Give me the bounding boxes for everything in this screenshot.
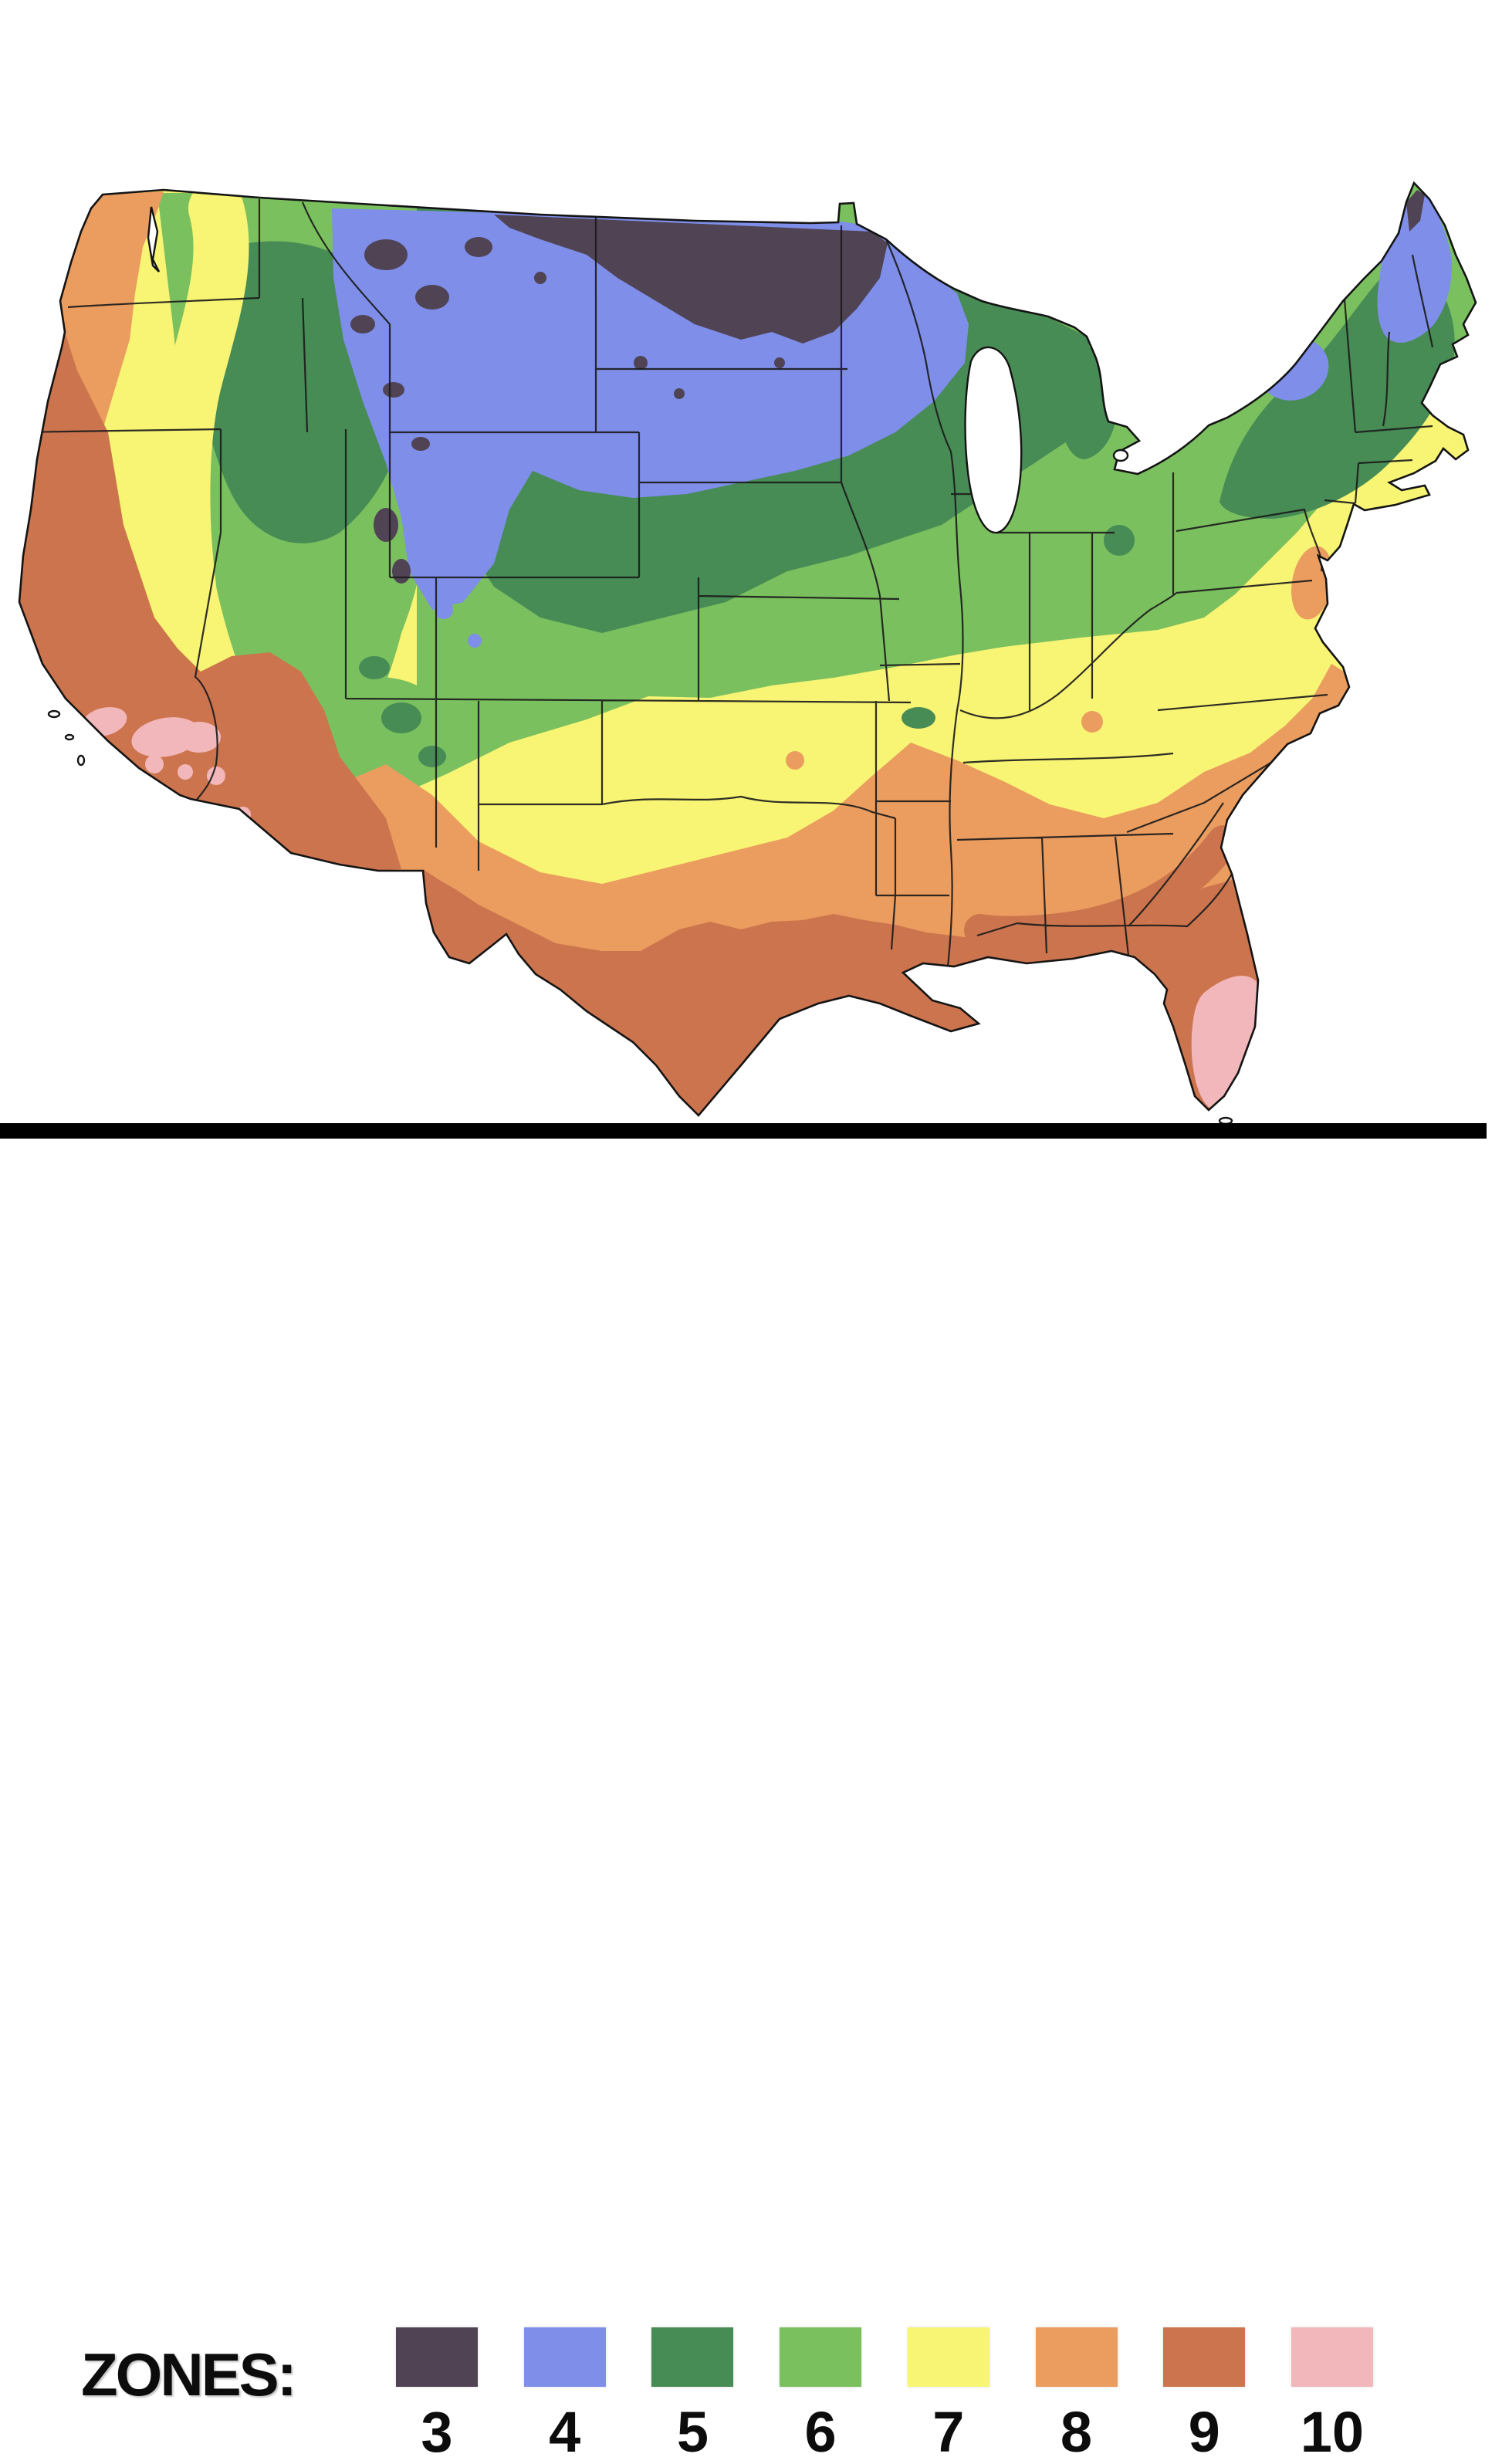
divider-bar xyxy=(0,1123,1487,1139)
legend-item-zone-6: 6 xyxy=(779,2327,862,2461)
legend: ZONES: 3 4 5 6 7 8 9 10 xyxy=(0,1139,1502,2461)
zone-6-swatch xyxy=(780,2327,862,2387)
zone-8-label: 8 xyxy=(1060,2400,1093,2464)
legend-item-zone-10: 10 xyxy=(1291,2327,1374,2461)
zone-3-label: 3 xyxy=(421,2400,453,2464)
channel-island xyxy=(76,754,86,767)
zone-5-label: 5 xyxy=(676,2400,709,2464)
legend-item-zone-4: 4 xyxy=(523,2327,607,2461)
zone-10-label: 10 xyxy=(1300,2400,1365,2464)
zone-3-swatch xyxy=(396,2327,478,2387)
zone-6-label: 6 xyxy=(804,2400,837,2464)
zone-7-label: 7 xyxy=(932,2400,965,2464)
zone-5-swatch xyxy=(651,2327,734,2387)
zones-label: ZONES: xyxy=(81,2340,297,2408)
zone-9-swatch xyxy=(1163,2327,1246,2387)
zone-10-swatch xyxy=(1291,2327,1373,2387)
zone-4-label: 4 xyxy=(549,2400,581,2464)
channel-island xyxy=(64,733,75,741)
florida-key xyxy=(1218,1116,1233,1123)
zone-9-label: 9 xyxy=(1188,2400,1220,2464)
zone-3-region xyxy=(350,190,1425,584)
legend-item-zone-3: 3 xyxy=(395,2327,479,2461)
channel-island xyxy=(47,709,61,719)
legend-item-zone-8: 8 xyxy=(1035,2327,1118,2461)
legend-item-zone-7: 7 xyxy=(907,2327,990,2461)
zone-9-region xyxy=(19,332,1258,1115)
zone-4-swatch xyxy=(523,2327,606,2387)
zone-7-swatch xyxy=(907,2327,989,2387)
legend-item-zone-9: 9 xyxy=(1162,2327,1246,2461)
state-borders xyxy=(19,199,1434,981)
zone-8-swatch xyxy=(1035,2327,1118,2387)
legend-item-zone-5: 5 xyxy=(651,2327,734,2461)
great-lakes xyxy=(47,206,1233,1123)
lake-st-clair xyxy=(1112,448,1129,462)
us-hardiness-map xyxy=(0,0,1502,1123)
lake-michigan xyxy=(964,346,1023,534)
puget-sound xyxy=(147,206,161,272)
